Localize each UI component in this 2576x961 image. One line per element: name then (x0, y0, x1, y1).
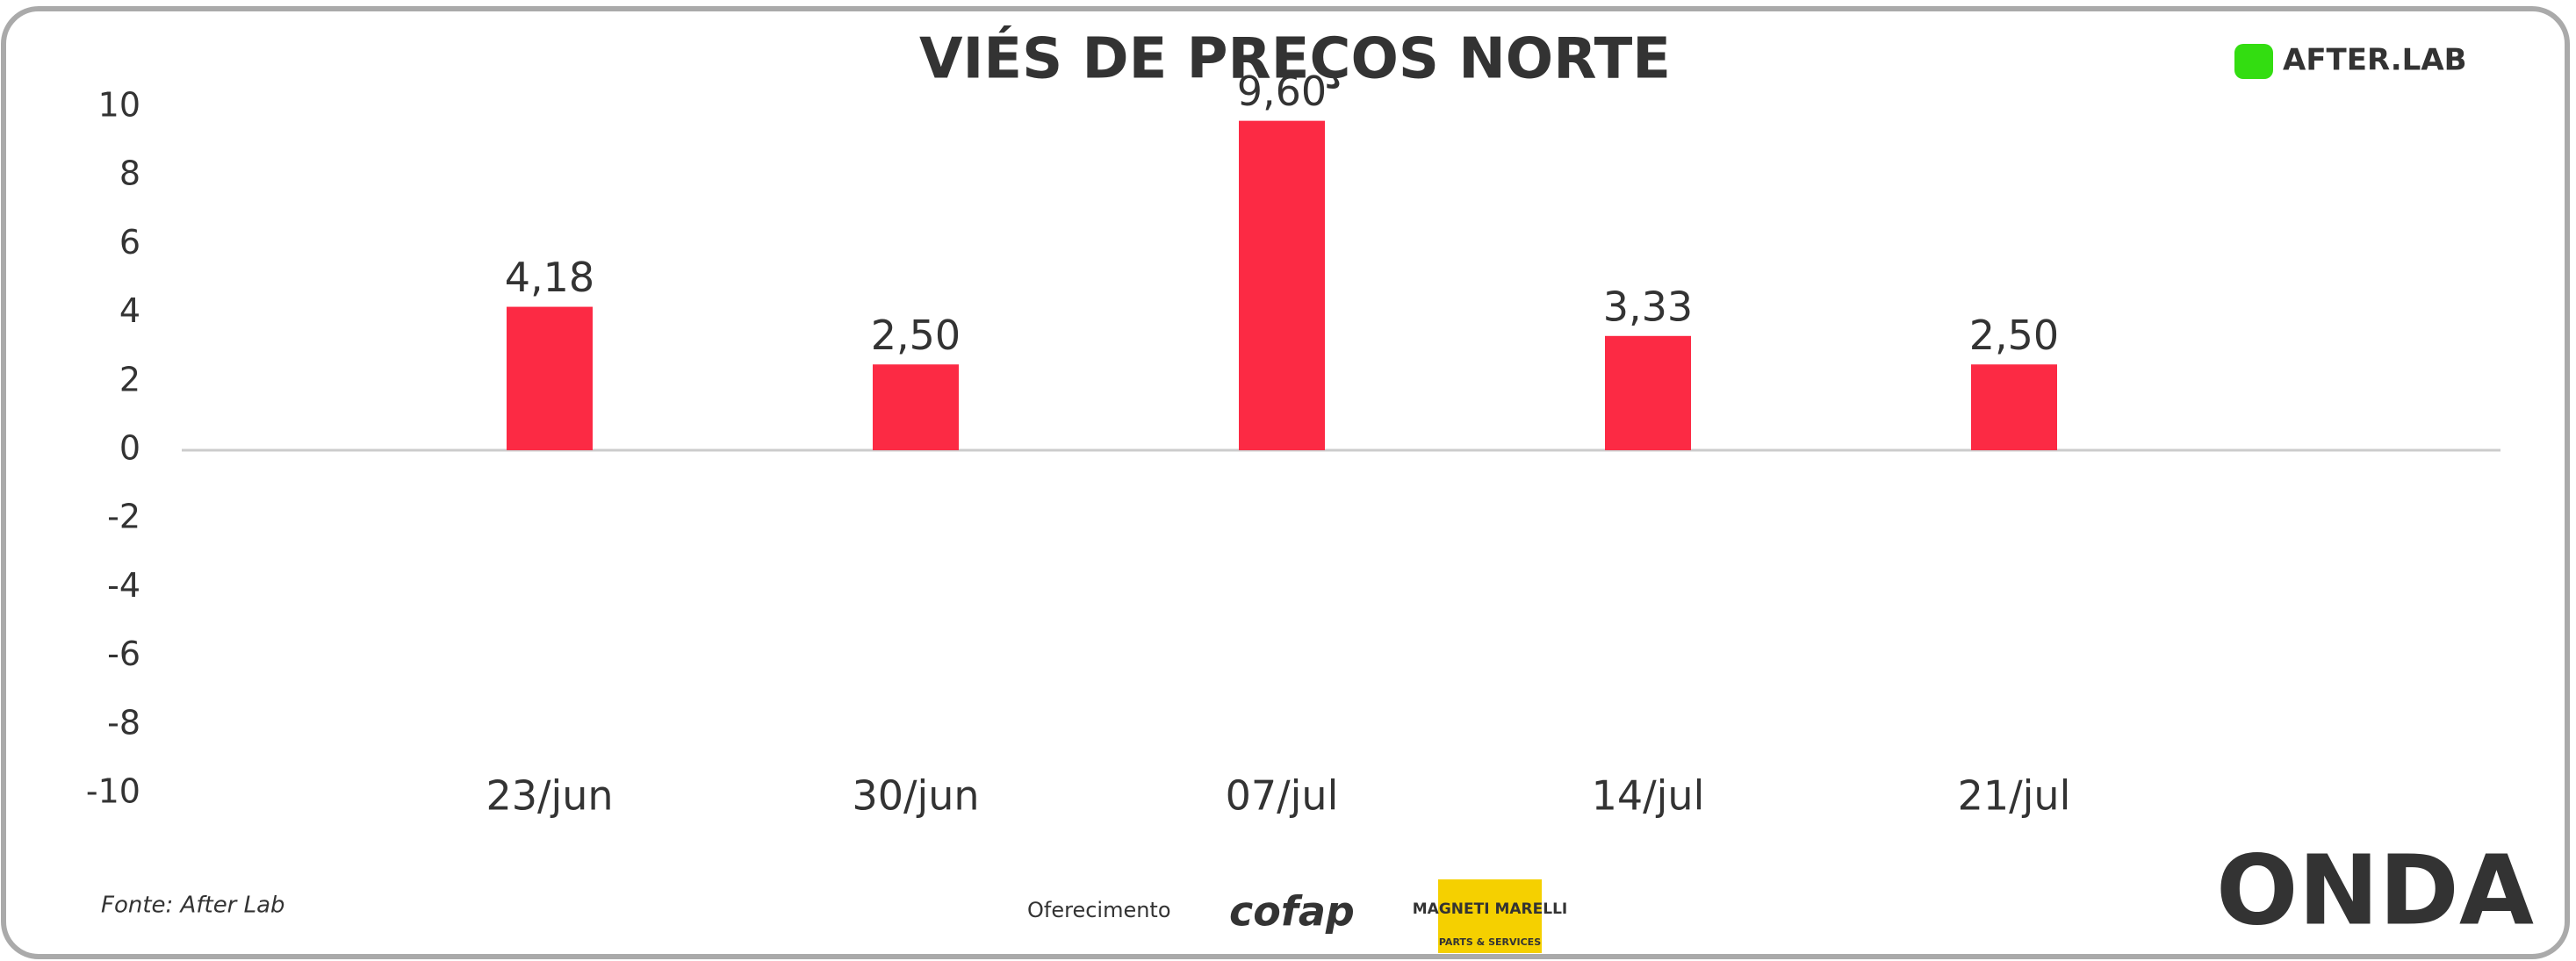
x-tick-label: 30/jun (852, 772, 979, 820)
bar (873, 364, 959, 450)
x-tick-label: 14/jul (1592, 772, 1705, 820)
bar (1605, 335, 1691, 450)
sponsor-label: Oferecimento (1027, 898, 1171, 922)
y-tick-label: 0 (119, 429, 140, 468)
magneti-logo: MAGNETI MARELLI (1413, 900, 1567, 918)
source-note: Fonte: After Lab (101, 893, 285, 919)
brand-icon (2234, 44, 2273, 79)
frame (1, 6, 2570, 959)
value-label: 3,33 (1603, 283, 1693, 330)
y-tick-label: -6 (107, 635, 140, 673)
cofap-logo: cofap (1229, 888, 1355, 936)
bar (1971, 364, 2057, 450)
brand-logo: AFTER.LAB (2283, 43, 2467, 78)
y-tick-label: -8 (107, 703, 140, 742)
y-tick-label: 4 (119, 291, 140, 330)
onda-logo: ONDA (2216, 834, 2534, 946)
value-label: 4,18 (505, 254, 594, 301)
y-tick-label: -4 (107, 566, 140, 605)
magneti-box (1438, 879, 1542, 953)
value-label: 2,50 (871, 312, 961, 359)
x-tick-label: 07/jul (1226, 772, 1339, 820)
y-tick-label: 2 (119, 360, 140, 398)
chart-title: VIÉS DE PREÇOS NORTE (919, 25, 1671, 92)
y-tick-label: -2 (107, 498, 140, 536)
magneti-sub: PARTS & SERVICES (1439, 936, 1541, 948)
y-tick-label: 8 (119, 154, 140, 193)
x-tick-label: 21/jul (1958, 772, 2071, 820)
bar (1239, 120, 1325, 450)
y-tick-label: -10 (86, 772, 140, 811)
value-label: 9,60 (1237, 68, 1327, 115)
value-label: 2,50 (1969, 312, 2059, 359)
y-tick-label: 10 (98, 86, 140, 125)
bar (507, 306, 593, 450)
x-tick-label: 23/jun (486, 772, 613, 820)
y-tick-label: 6 (119, 223, 140, 262)
